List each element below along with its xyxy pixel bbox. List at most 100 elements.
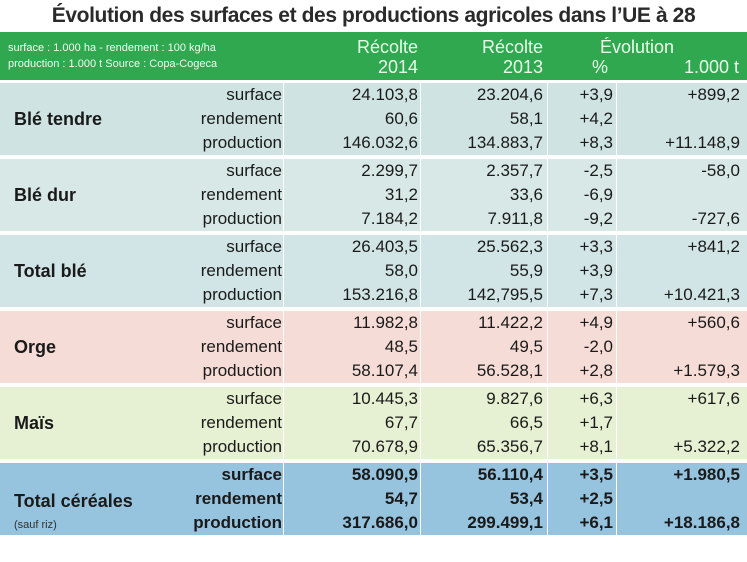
group-separator xyxy=(0,80,747,83)
table-row: production 146.032,6 134.883,7 +8,3 +11.148,… xyxy=(0,131,747,155)
change-percent: +6,1 xyxy=(579,513,613,532)
row-label: surface xyxy=(226,313,282,332)
col-2014-label: Récolte xyxy=(356,37,418,57)
change-absolute: -58,0 xyxy=(701,161,740,180)
change-absolute: +841,2 xyxy=(687,237,740,256)
change-absolute: -727,6 xyxy=(691,209,740,228)
column-divider xyxy=(616,387,617,459)
row-label: rendement xyxy=(200,337,282,356)
column-divider xyxy=(420,83,421,155)
change-percent: +4,2 xyxy=(579,109,613,128)
column-divider xyxy=(547,159,548,231)
column-divider xyxy=(420,387,421,459)
column-divider xyxy=(283,83,284,155)
column-divider xyxy=(283,463,284,535)
value-2013: 134.883,7 xyxy=(467,133,543,152)
value-2013: 55,9 xyxy=(509,261,543,280)
column-divider xyxy=(420,159,421,231)
group-separator xyxy=(0,231,747,235)
change-percent: +4,9 xyxy=(579,313,613,332)
col-abs-header: 1.000 t xyxy=(683,57,739,77)
row-label: production xyxy=(202,437,282,456)
change-percent: -9,2 xyxy=(583,209,613,228)
row-label: production xyxy=(202,133,282,152)
table-header: surface : 1.000 ha - rendement : 100 kg/… xyxy=(0,32,747,80)
col-2013-year: 2013 xyxy=(502,57,543,77)
change-percent: +3,3 xyxy=(579,237,613,256)
crop-group: Total céréales (sauf riz) surface 58.090,9 5… xyxy=(0,463,747,535)
column-divider xyxy=(547,463,548,535)
crop-name: Total céréales xyxy=(14,491,133,511)
column-divider xyxy=(547,387,548,459)
col-2013-header: Récolte 2013 xyxy=(482,37,543,77)
column-divider xyxy=(547,311,548,383)
value-2014: 67,7 xyxy=(384,413,418,432)
group-separator xyxy=(0,383,747,387)
value-2013: 142,795,5 xyxy=(467,285,543,304)
crop-name-note: (sauf riz) xyxy=(14,519,57,531)
column-divider xyxy=(283,311,284,383)
row-label: rendement xyxy=(195,489,282,508)
column-divider xyxy=(616,463,617,535)
change-percent: +2,8 xyxy=(579,361,613,380)
value-2014: 317.686,0 xyxy=(342,513,418,532)
value-2013: 66,5 xyxy=(509,413,543,432)
change-percent: -6,9 xyxy=(583,185,613,204)
change-absolute: +617,6 xyxy=(687,389,740,408)
row-label: production xyxy=(202,285,282,304)
crop-name: Maïs xyxy=(14,413,55,433)
value-2013: 33,6 xyxy=(509,185,543,204)
value-2013: 65.356,7 xyxy=(476,437,543,456)
units-line-1: surface : 1.000 ha - rendement : 100 kg/… xyxy=(8,42,216,54)
value-2014: 24.103,8 xyxy=(351,85,418,104)
value-2014: 54,7 xyxy=(384,489,418,508)
units-source-note: surface : 1.000 ha - rendement : 100 kg/… xyxy=(8,40,217,72)
row-label: surface xyxy=(226,85,282,104)
change-percent: +8,3 xyxy=(579,133,613,152)
value-2014: 146.032,6 xyxy=(342,133,418,152)
table-row: surface 10.445,3 9.827,6 +6,3 +617,6 xyxy=(0,387,747,411)
crop-name: Total blé xyxy=(14,261,87,281)
change-percent: -2,5 xyxy=(583,161,613,180)
group-separator xyxy=(0,307,747,311)
column-divider xyxy=(420,311,421,383)
value-2013: 9.827,6 xyxy=(486,389,543,408)
crop-group: Total blé surface 26.403,5 25.562,3 +3,3 +841… xyxy=(0,235,747,307)
col-evolution-header: Évolution xyxy=(600,37,675,57)
change-absolute: +1.579,3 xyxy=(673,361,740,380)
column-divider xyxy=(420,235,421,307)
table-title: Évolution des surfaces et des production… xyxy=(51,4,696,27)
value-2014: 48,5 xyxy=(384,337,418,356)
change-absolute: +11.148,9 xyxy=(665,133,740,152)
column-divider xyxy=(283,235,284,307)
col-2014-header: Récolte 2014 xyxy=(357,37,418,77)
change-percent: +1,7 xyxy=(579,413,613,432)
row-label: production xyxy=(202,209,282,228)
value-2014: 31,2 xyxy=(384,185,418,204)
value-2013: 7.911,8 xyxy=(487,209,543,228)
table-row: rendement 31,2 33,6 -6,9 xyxy=(0,183,747,207)
table-row: surface 24.103,8 23.204,6 +3,9 +899,2 xyxy=(0,83,747,107)
change-absolute: +5.322,2 xyxy=(673,437,740,456)
value-2013: 53,4 xyxy=(509,489,543,508)
crop-name: Orge xyxy=(14,337,57,357)
change-percent: +6,3 xyxy=(579,389,613,408)
crop-group: Orge surface 11.982,8 11.422,2 +4,9 +560,6 ren… xyxy=(0,311,747,383)
value-2014: 70.678,9 xyxy=(351,437,418,456)
change-percent: +8,1 xyxy=(579,437,613,456)
group-separator xyxy=(0,459,747,463)
crop-group: Maïs surface 10.445,3 9.827,6 +6,3 +617,6 rend… xyxy=(0,387,747,459)
value-2013: 11.422,2 xyxy=(478,313,543,332)
value-2013: 56.528,1 xyxy=(476,361,543,380)
change-absolute: +1.980,5 xyxy=(673,465,740,484)
column-divider xyxy=(616,311,617,383)
row-label: surface xyxy=(221,465,282,484)
col-pct-header: % xyxy=(591,57,608,77)
row-label: rendement xyxy=(200,261,282,280)
value-2013: 56.110,4 xyxy=(477,465,543,484)
row-label: rendement xyxy=(200,413,282,432)
table-body: Blé tendre surface 24.103,8 23.204,6 +3,9 +89… xyxy=(0,80,747,535)
value-2014: 7.184,2 xyxy=(361,209,418,228)
crop-group: Blé dur surface 2.299,7 2.357,7 -2,5 -58,0 ren… xyxy=(0,159,747,231)
table-row: rendement 54,7 53,4 +2,5 xyxy=(0,487,747,511)
